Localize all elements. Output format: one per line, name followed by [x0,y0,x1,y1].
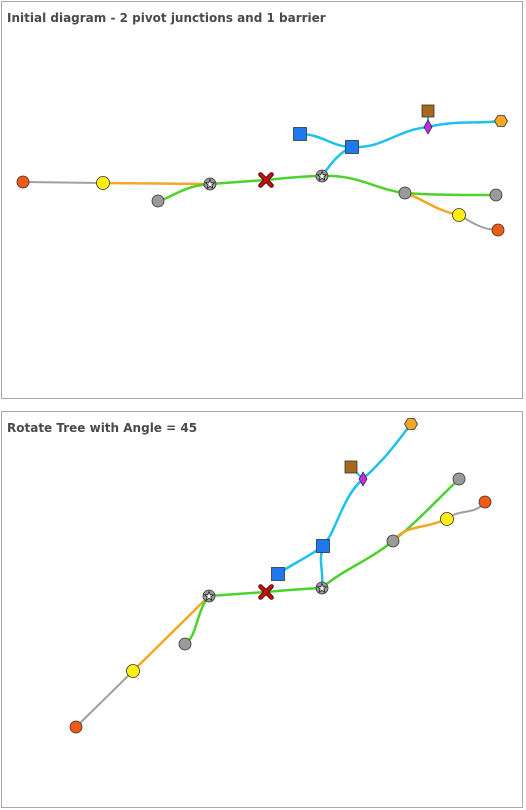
green-edge [321,174,406,195]
pivot-junction [315,581,329,595]
gray-edge [75,670,134,728]
blue-edge [351,125,429,149]
yellow-junction [440,512,454,526]
barrier-marker [258,172,274,188]
rotated-diagram-canvas [69,418,492,734]
orange-edge [102,181,211,186]
blue-square-junction [316,539,330,553]
blue-edge [427,119,502,129]
barrier-marker [258,584,274,600]
gray-junction [151,194,165,208]
source-junction [69,720,83,734]
gray-edge [22,181,104,184]
green-edge [404,191,497,197]
brown-square-junction [344,460,358,474]
gray-junction [489,188,503,202]
green-edge [209,178,267,186]
blue-square-junction [293,127,307,141]
orange-hexagon-junction [494,115,508,127]
initial-diagram-canvas [16,104,508,237]
orange-edge [132,595,210,672]
orange-edge [404,191,460,217]
junctions [69,418,492,734]
green-edge [321,540,394,589]
green-edge [265,174,323,182]
panel-title: Rotate Tree with Angle = 45 [7,421,198,435]
gray-junction [178,637,192,651]
initial-diagram-panel: Initial diagram - 2 pivot junctions and … [1,1,523,399]
rotated-diagram-panel: Rotate Tree with Angle = 45 [1,411,523,808]
panel-title: Initial diagram - 2 pivot junctions and … [7,11,326,25]
pivot-junction [202,589,216,603]
source-junction [491,223,505,237]
orange-hexagon-junction [404,418,418,430]
pivot-junction [203,177,217,191]
blue-edge [362,423,412,480]
source-junction [478,495,492,509]
magenta-diamond-junction [358,471,368,487]
yellow-junction [96,176,110,190]
junctions [16,104,508,237]
blue-edge [322,478,364,547]
gray-junction [452,472,466,486]
brown-square-junction [421,104,435,118]
gray-junction [398,186,412,200]
green-edge [157,182,211,203]
blue-square-junction [345,140,359,154]
blue-edge [299,132,353,149]
gray-junction [386,534,400,548]
pivot-junction [315,169,329,183]
yellow-junction [452,208,466,222]
blue-square-junction [271,567,285,581]
yellow-junction [126,664,140,678]
green-edge [184,595,210,646]
source-junction [16,175,30,189]
orange-edge [392,517,448,542]
green-edge [265,586,323,594]
magenta-diamond-junction [423,119,433,135]
green-edge [208,590,267,598]
